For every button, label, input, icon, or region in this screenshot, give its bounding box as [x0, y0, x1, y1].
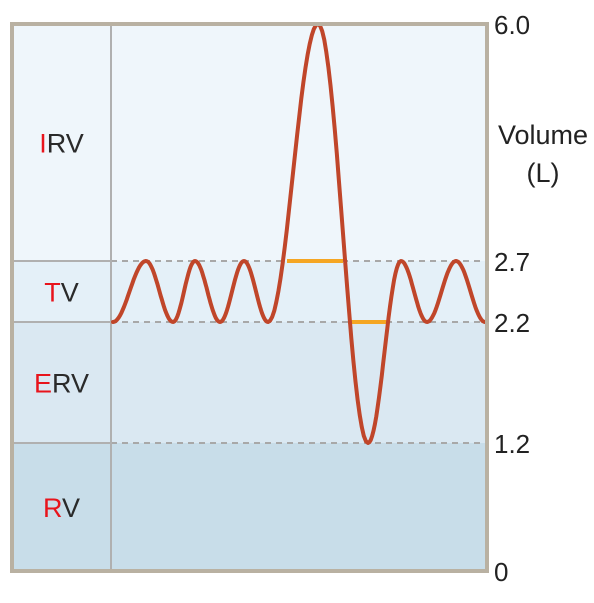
- axis-title-line-2: (L): [527, 158, 560, 188]
- tick-label-6.0: 6.0: [494, 10, 530, 40]
- band-label-initial: T: [44, 278, 61, 308]
- spirometry-trace: [111, 22, 487, 445]
- band-rv: [12, 443, 487, 571]
- band-erv: [12, 322, 487, 443]
- tick-label-2.7: 2.7: [494, 247, 530, 277]
- axis-title-line-1: Volume: [498, 120, 588, 150]
- band-label-rest: V: [62, 493, 80, 523]
- band-label-initial: I: [39, 129, 47, 159]
- band-label-rest: RV: [47, 129, 84, 159]
- volume-tick-labels: 6.0 2.7 2.2 1.2 0: [494, 10, 530, 587]
- band-label-irv: IRV: [39, 129, 84, 159]
- band-label-erv: ERV: [34, 369, 89, 399]
- chart-frame: [10, 22, 489, 573]
- tick-label-2.2: 2.2: [494, 308, 530, 338]
- band-label-tv: TV: [44, 278, 79, 308]
- band-irv: [12, 24, 487, 261]
- tick-label-1.2: 1.2: [494, 429, 530, 459]
- band-label-rv: RV: [43, 493, 80, 523]
- volume-trace-line: [111, 22, 487, 445]
- band-label-initial: R: [43, 493, 62, 523]
- band-label-rest: V: [61, 278, 79, 308]
- tick-label-0: 0: [494, 557, 508, 587]
- band-label-initial: E: [34, 369, 52, 399]
- band-label-rest: RV: [52, 369, 89, 399]
